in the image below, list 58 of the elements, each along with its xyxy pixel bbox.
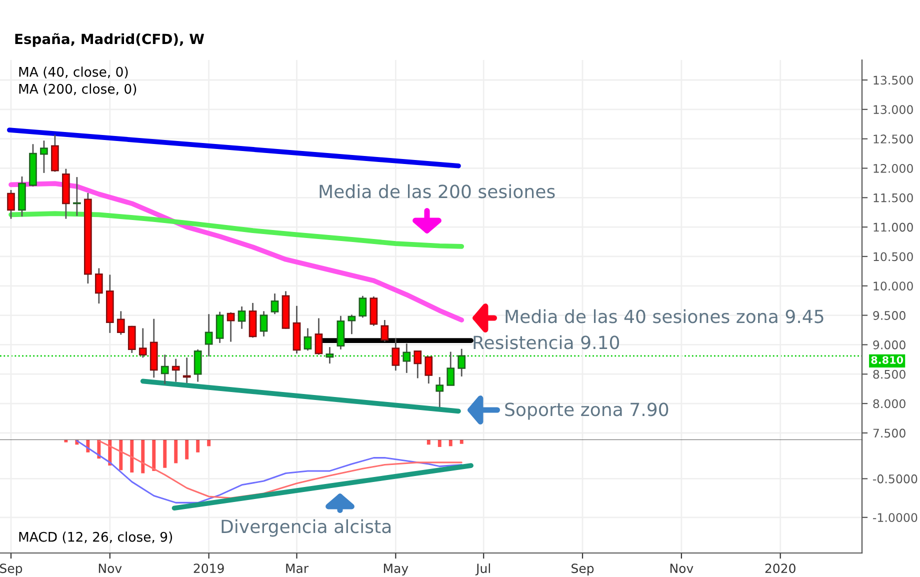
candlestick — [314, 318, 323, 356]
chart-title: España, Madrid(CFD), W — [15, 33, 204, 47]
annotation: Resistencia 9.10 — [474, 335, 620, 350]
ref-line-label: 8.810 — [871, 356, 904, 364]
candlestick — [304, 328, 312, 352]
candlestick — [138, 328, 147, 358]
line-series — [8, 211, 464, 249]
candlestick — [73, 176, 81, 217]
y-tick-label: 10.000 — [874, 282, 913, 291]
candlestick — [358, 295, 367, 318]
annotation: MACD (12, 26, close, 9) — [19, 532, 172, 544]
candlestick — [94, 268, 103, 304]
x-tick-label: Nov — [670, 564, 694, 574]
y-tick-label: 11.000 — [874, 222, 913, 232]
annotation: Media de las 200 sesiones — [320, 184, 555, 198]
x-tick-label: 2019 — [194, 564, 224, 574]
x-tick-label: Sep — [0, 564, 22, 576]
y-tick-label: 9.500 — [873, 311, 906, 320]
y-tick-label: 13.000 — [874, 105, 913, 114]
candlestick — [216, 311, 224, 344]
candlestick — [392, 338, 400, 372]
annotation: MA (200, close, 0) — [19, 84, 136, 96]
candlestick — [380, 319, 389, 342]
y-tick-label: 8.500 — [873, 370, 906, 379]
x-tick-label: May — [384, 564, 408, 576]
candlestick — [40, 140, 48, 174]
y-tick-label: 9.000 — [873, 340, 906, 350]
annotation: MA (40, close, 0) — [19, 66, 128, 78]
candlestick — [270, 292, 279, 315]
candlestick — [116, 310, 125, 336]
candlestick — [172, 358, 180, 382]
candlestick — [238, 306, 246, 330]
candlestick — [260, 310, 268, 338]
candlestick — [182, 356, 191, 384]
x-tick-label: Mar — [286, 564, 309, 574]
x-tick-label: Sep — [572, 564, 594, 576]
y-tick-label: -0.5000 — [872, 474, 918, 484]
y-tick-label: -1.0000 — [872, 513, 918, 522]
candlestick — [348, 314, 356, 335]
x-tick-label: 2020 — [765, 564, 796, 574]
candlestick — [226, 312, 235, 342]
candlestick — [436, 376, 444, 408]
y-tick-label: 12.500 — [874, 134, 913, 144]
annotation: Soporte zona 7.90 — [505, 402, 668, 420]
candlestick — [128, 325, 136, 354]
candlestick — [7, 189, 15, 220]
y-tick-label: 13.500 — [874, 76, 913, 85]
x-tick-label: Jul — [475, 563, 490, 576]
y-tick-label: 7.500 — [873, 428, 906, 438]
annotation: Media de las 40 sesiones zona 9.45 — [506, 309, 824, 324]
y-tick-label: 12.000 — [874, 164, 913, 173]
annotation: Divergencia alcista — [222, 519, 391, 537]
y-tick-label: 11.500 — [874, 193, 913, 202]
y-tick-label: 10.500 — [874, 252, 913, 262]
y-tick-label: 8.000 — [873, 399, 906, 408]
candlestick — [414, 350, 422, 379]
x-tick-label: Nov — [98, 564, 122, 574]
candlestick — [424, 356, 433, 384]
